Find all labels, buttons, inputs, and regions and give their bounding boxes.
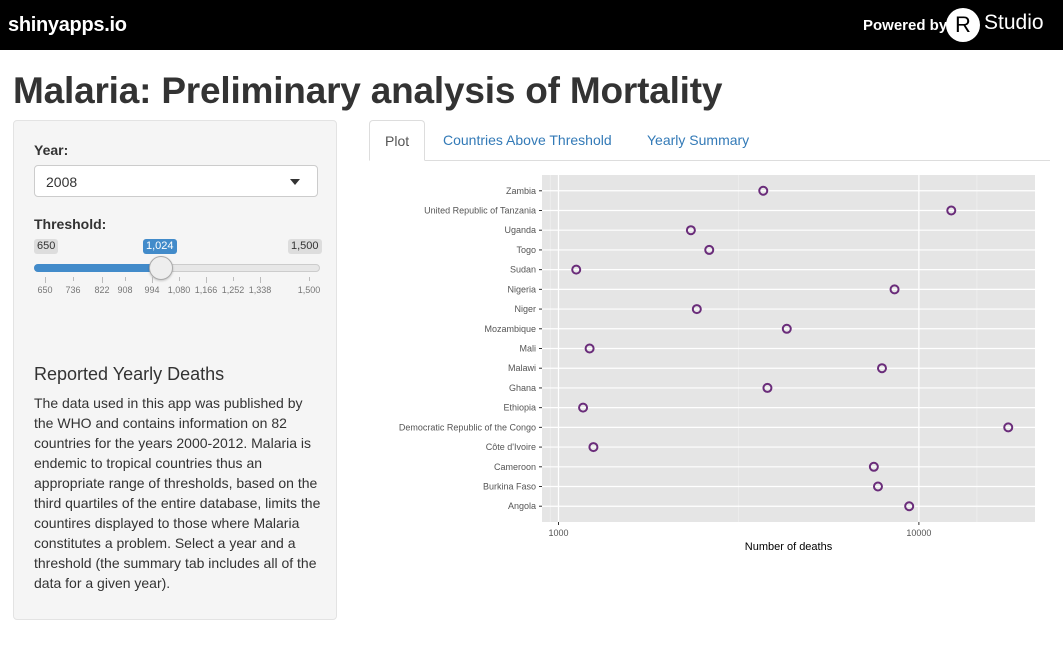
y-tick-label: Angola [508,501,536,511]
threshold-label: Threshold: [34,216,107,232]
slider-tick-label: 1,252 [221,285,245,295]
slider-tick-label: 1,080 [167,285,191,295]
brand-link[interactable]: shinyapps.io [8,14,127,36]
section-title: Reported Yearly Deaths [34,364,225,384]
y-tick-label: Ethiopia [503,403,536,413]
data-point [872,481,883,492]
data-point [685,225,696,236]
data-point [781,323,792,334]
y-tick-label: Zambia [506,186,536,196]
rstudio-logo-text[interactable]: Studio [984,11,1044,34]
data-point [946,205,957,216]
description-text: The data used in this app was published … [34,395,321,591]
y-tick-label: Uganda [504,225,536,235]
chevron-down-icon [290,179,300,185]
powered-by-text: Powered by [863,17,948,34]
data-point [588,442,599,453]
slider-tick [206,277,207,283]
data-point [584,343,595,354]
tab-yearly-summary[interactable]: Yearly Summary [647,132,750,148]
y-tick-label: Malawi [508,363,536,373]
slider-value-label: 1,024 [143,239,177,254]
slider-tick-label: 908 [117,285,133,295]
y-tick-label: Burkina Faso [483,482,536,492]
x-tick-label: 10000 [906,528,931,538]
slider-tick [102,277,103,283]
year-label: Year: [34,142,69,158]
slider-tick-label: 736 [65,285,81,295]
slider-tick [73,277,74,281]
tab-bar: Plot Countries Above Threshold Yearly Su… [369,120,1050,161]
data-point [876,363,887,374]
y-tick-label: Nigeria [507,284,536,294]
year-select[interactable]: 2008 [34,165,318,197]
y-tick-label: Côte d'Ivoire [486,442,536,452]
data-point [762,382,773,393]
slider-tick [45,277,46,283]
slider-tick-label: 1,338 [248,285,272,295]
slider-min-label: 650 [34,239,59,254]
slider-tick-label: 650 [37,285,53,295]
data-point [889,284,900,295]
data-point [691,304,702,315]
slider-tick-label: 822 [94,285,110,295]
slider-tick-label: 1,500 [297,285,321,295]
y-tick-label: Togo [516,245,536,255]
page-title: Malaria: Preliminary analysis of Mortali… [13,70,723,111]
data-point [758,185,769,196]
y-tick-label: Mali [519,344,536,354]
threshold-slider-handle[interactable] [149,256,173,280]
data-point [571,264,582,275]
top-navbar: shinyapps.io Powered by R Studio [0,0,1063,50]
year-select-value: 2008 [46,174,78,190]
y-tick-label: Niger [514,304,536,314]
data-point [904,501,915,512]
slider-tick-label: 1,166 [194,285,218,295]
data-point [868,461,879,472]
slider-tick [260,277,261,283]
slider-tick [309,277,310,281]
slider-tick [152,277,153,283]
sidebar-panel: Year: 2008 Threshold: 650 1,024 1,500 65… [13,120,337,620]
data-point [1003,422,1014,433]
deaths-dot-plot: 1000 10000 Zambia United Republic of Tanzan… [399,175,1035,553]
data-point [578,402,589,413]
tab-plot[interactable]: Plot [369,120,426,161]
slider-tick [125,277,126,281]
slider-tick [233,277,234,281]
data-point [704,244,715,255]
slider-tick [179,277,180,281]
y-tick-label: Mozambique [484,324,536,334]
x-axis-label: Number of deaths [745,541,833,553]
x-tick-label: 1000 [548,528,568,538]
slider-tick-label: 994 [144,285,160,295]
rstudio-logo-icon[interactable]: R [946,8,980,42]
slider-max-label: 1,500 [288,239,322,254]
threshold-slider-fill [34,264,161,272]
y-tick-label: Sudan [510,265,536,275]
y-tick-label: United Republic of Tanzania [424,205,536,215]
y-tick-label: Democratic Republic of the Congo [399,422,536,432]
y-tick-label: Cameroon [494,462,536,472]
y-tick-label: Ghana [509,383,536,393]
tab-countries-above-threshold[interactable]: Countries Above Threshold [443,132,612,148]
